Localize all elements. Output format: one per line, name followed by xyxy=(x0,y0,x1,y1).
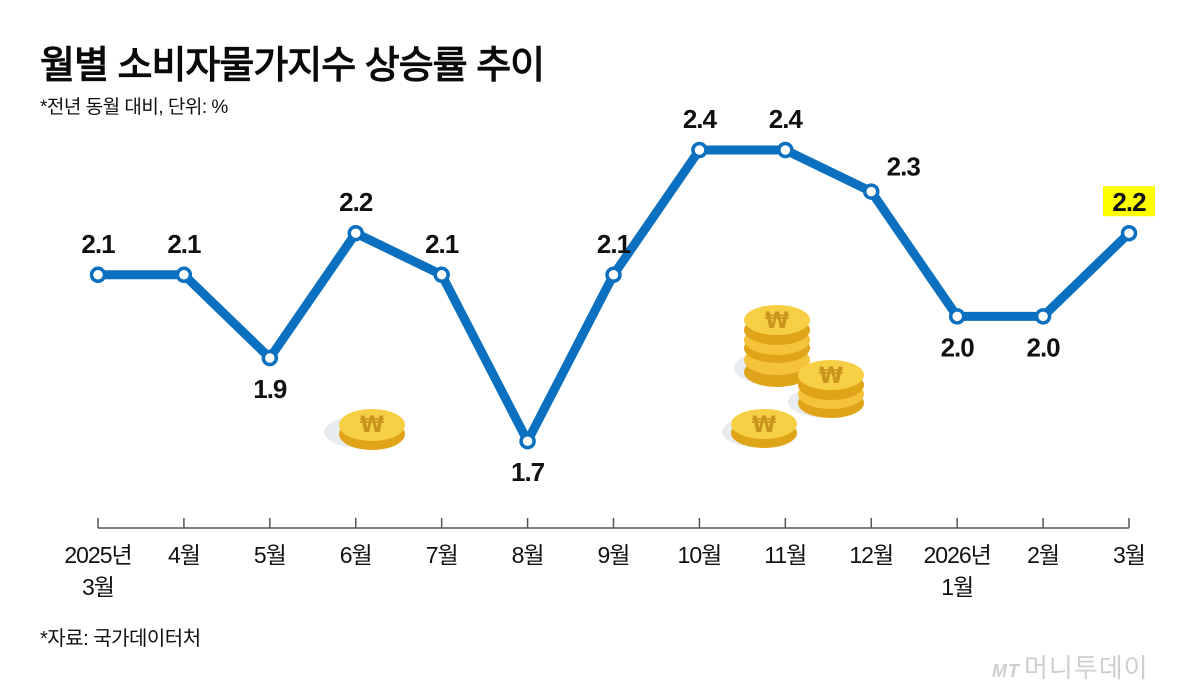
data-label: 2.1 xyxy=(597,229,631,259)
x-tick-label: 3월 xyxy=(1113,542,1145,568)
data-point xyxy=(261,349,279,367)
data-point xyxy=(605,266,622,284)
x-tick-label: 11월 xyxy=(764,542,806,568)
data-series xyxy=(89,141,1138,450)
logo-mt: MT xyxy=(992,661,1020,681)
x-tick-label: 12월 xyxy=(849,542,893,568)
chart-subtitle: *전년 동월 대비, 단위: % xyxy=(40,97,228,118)
data-point xyxy=(1120,224,1138,242)
data-point xyxy=(347,224,364,242)
logo-text: 머니투데이 xyxy=(1024,653,1149,683)
chart-title: 월별 소비자물가지수 상승률 추이 xyxy=(40,45,545,87)
data-point xyxy=(89,266,107,284)
data-label: 2.1 xyxy=(81,229,115,259)
x-axis: 2025년 3월 4월 5월 6월 7월 8월 9월 10월 11월 12월 2026년 1월 2월 3월 xyxy=(64,518,1146,600)
data-label: 2.4 xyxy=(769,104,804,134)
x-tick-label: 9월 xyxy=(598,542,630,568)
data-label: 2.2 xyxy=(1112,187,1146,217)
coin-single-icon: ₩ xyxy=(722,409,797,448)
data-point xyxy=(519,432,536,450)
highlight-badge xyxy=(1103,186,1155,217)
data-point xyxy=(863,183,880,200)
svg-text:₩: ₩ xyxy=(752,413,776,438)
svg-text:₩: ₩ xyxy=(360,413,384,438)
x-tick-label: 7월 xyxy=(426,542,458,568)
source-note: *자료: 국가데이터처 xyxy=(40,628,201,650)
x-tick-label: 3월 xyxy=(82,574,114,600)
x-tick-label: 8월 xyxy=(512,542,544,568)
x-tick-label: 2025년 xyxy=(64,542,131,568)
coin-stack-small-icon: ₩ xyxy=(788,360,864,418)
x-tick-label: 2026년 xyxy=(924,542,991,568)
data-label: 2.2 xyxy=(339,187,373,217)
publisher-logo: MT 머니투데이 xyxy=(992,648,1149,685)
coin-icon: ₩ xyxy=(324,409,405,450)
data-label: 2.0 xyxy=(1027,332,1061,362)
data-point xyxy=(948,308,966,325)
data-label: 2.1 xyxy=(425,229,459,259)
x-tick-label: 2월 xyxy=(1027,542,1059,568)
data-point xyxy=(175,266,193,284)
svg-text:₩: ₩ xyxy=(819,364,843,389)
data-label: 2.1 xyxy=(167,229,201,259)
data-point xyxy=(433,266,450,284)
data-label: 1.7 xyxy=(511,457,545,487)
data-point xyxy=(777,141,794,159)
x-tick-label: 6월 xyxy=(340,542,372,568)
data-label: 1.9 xyxy=(253,374,287,404)
data-labels: 2.1 2.1 1.9 2.2 2.1 1.7 2.1 2.4 2.4 2.3 2.0 2.0 2.2 xyxy=(81,104,1155,487)
coin-stack-icon: ₩ xyxy=(734,305,810,387)
data-label: 2.4 xyxy=(683,104,718,134)
data-label: 2.3 xyxy=(887,152,921,182)
x-tick-label: 5월 xyxy=(254,542,286,568)
x-tick-label: 10월 xyxy=(678,542,722,568)
data-label: 2.0 xyxy=(941,332,975,362)
x-tick-label: 1월 xyxy=(941,574,973,600)
x-tick-label: 4월 xyxy=(168,542,200,568)
data-point xyxy=(1034,308,1052,325)
data-point xyxy=(691,141,708,159)
svg-text:₩: ₩ xyxy=(765,309,789,334)
